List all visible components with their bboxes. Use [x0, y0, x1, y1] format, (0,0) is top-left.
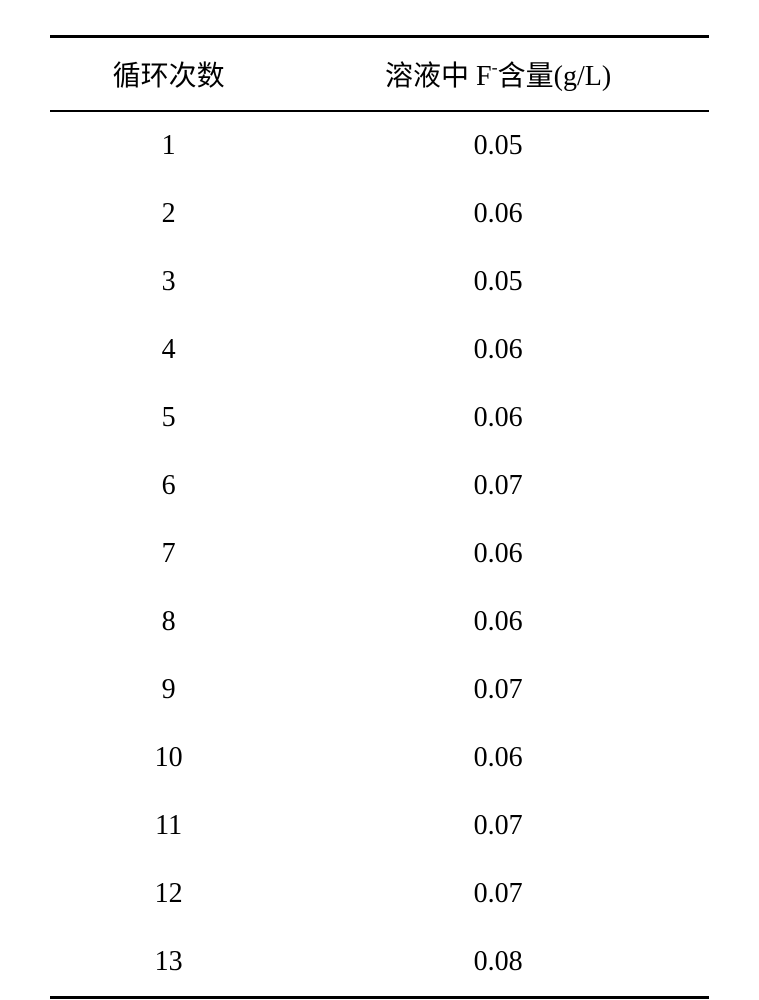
cell-value: 0.06 [287, 520, 709, 588]
cell-value: 0.06 [287, 724, 709, 792]
table-row: 4 0.06 [50, 316, 709, 384]
data-table-container: 循环次数 溶液中 F-含量(g/L) 1 0.05 2 0.06 3 0.05 … [50, 35, 709, 999]
cell-value: 0.05 [287, 111, 709, 180]
cell-cycle: 12 [50, 860, 287, 928]
table-row: 10 0.06 [50, 724, 709, 792]
header-text-prefix: 溶液中 F [385, 61, 492, 92]
data-table: 循环次数 溶液中 F-含量(g/L) 1 0.05 2 0.06 3 0.05 … [50, 35, 709, 999]
cell-value: 0.07 [287, 656, 709, 724]
table-row: 11 0.07 [50, 792, 709, 860]
cell-cycle: 7 [50, 520, 287, 588]
header-text-suffix: 含量(g/L) [498, 61, 612, 92]
table-header-row: 循环次数 溶液中 F-含量(g/L) [50, 37, 709, 112]
table-body: 1 0.05 2 0.06 3 0.05 4 0.06 5 0.06 6 0.0… [50, 111, 709, 998]
cell-cycle: 1 [50, 111, 287, 180]
table-row: 9 0.07 [50, 656, 709, 724]
table-row: 5 0.06 [50, 384, 709, 452]
table-row: 1 0.05 [50, 111, 709, 180]
cell-cycle: 13 [50, 928, 287, 998]
table-row: 6 0.07 [50, 452, 709, 520]
cell-cycle: 8 [50, 588, 287, 656]
cell-value: 0.07 [287, 792, 709, 860]
cell-cycle: 11 [50, 792, 287, 860]
header-superscript: - [492, 57, 498, 77]
cell-value: 0.06 [287, 180, 709, 248]
cell-cycle: 5 [50, 384, 287, 452]
cell-cycle: 6 [50, 452, 287, 520]
column-header-cycle: 循环次数 [50, 37, 287, 112]
cell-cycle: 2 [50, 180, 287, 248]
cell-value: 0.08 [287, 928, 709, 998]
column-header-fluoride: 溶液中 F-含量(g/L) [287, 37, 709, 112]
cell-value: 0.06 [287, 588, 709, 656]
cell-value: 0.06 [287, 316, 709, 384]
cell-cycle: 10 [50, 724, 287, 792]
cell-value: 0.07 [287, 860, 709, 928]
cell-cycle: 9 [50, 656, 287, 724]
header-text-cycle: 循环次数 [113, 61, 225, 92]
table-row: 2 0.06 [50, 180, 709, 248]
table-row: 7 0.06 [50, 520, 709, 588]
table-row: 8 0.06 [50, 588, 709, 656]
cell-cycle: 3 [50, 248, 287, 316]
cell-cycle: 4 [50, 316, 287, 384]
table-row: 12 0.07 [50, 860, 709, 928]
table-row: 3 0.05 [50, 248, 709, 316]
cell-value: 0.06 [287, 384, 709, 452]
cell-value: 0.07 [287, 452, 709, 520]
table-row: 13 0.08 [50, 928, 709, 998]
cell-value: 0.05 [287, 248, 709, 316]
